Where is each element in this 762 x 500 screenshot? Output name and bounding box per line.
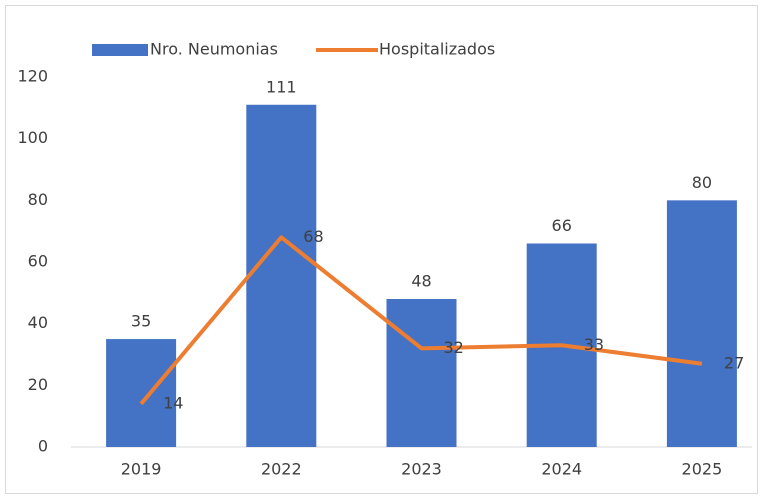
line-value-label: 33	[584, 335, 604, 354]
x-tick-label: 2019	[121, 460, 162, 479]
bar	[666, 200, 737, 447]
line-value-label: 32	[444, 338, 464, 357]
legend-swatch	[92, 44, 148, 56]
legend-label: Hospitalizados	[379, 40, 495, 59]
x-tick-label: 2022	[261, 460, 302, 479]
y-tick-label: 0	[38, 437, 48, 456]
bar-value-label: 35	[131, 312, 151, 331]
x-tick-label: 2023	[401, 460, 442, 479]
bar	[246, 104, 317, 447]
bar-value-label: 111	[266, 77, 297, 96]
line	[139, 235, 703, 406]
y-tick-label: 80	[28, 190, 48, 209]
line-value-label: 68	[303, 227, 323, 246]
bar-value-label: 66	[552, 216, 572, 235]
y-tick-label: 120	[17, 67, 48, 86]
legend-label: Nro. Neumonias	[150, 40, 278, 59]
line-value-label: 14	[163, 393, 183, 412]
y-tick-label: 40	[28, 313, 48, 332]
y-tick-label: 100	[17, 128, 48, 147]
bar	[106, 339, 177, 447]
bar-value-label: 80	[692, 173, 712, 192]
x-tick-label: 2025	[682, 460, 723, 479]
y-tick-label: 20	[28, 375, 48, 394]
bar-value-label: 48	[411, 272, 431, 291]
line-value-label: 27	[724, 353, 744, 372]
x-tick-label: 2024	[541, 460, 582, 479]
bar	[386, 299, 457, 447]
y-tick-label: 60	[28, 252, 48, 271]
